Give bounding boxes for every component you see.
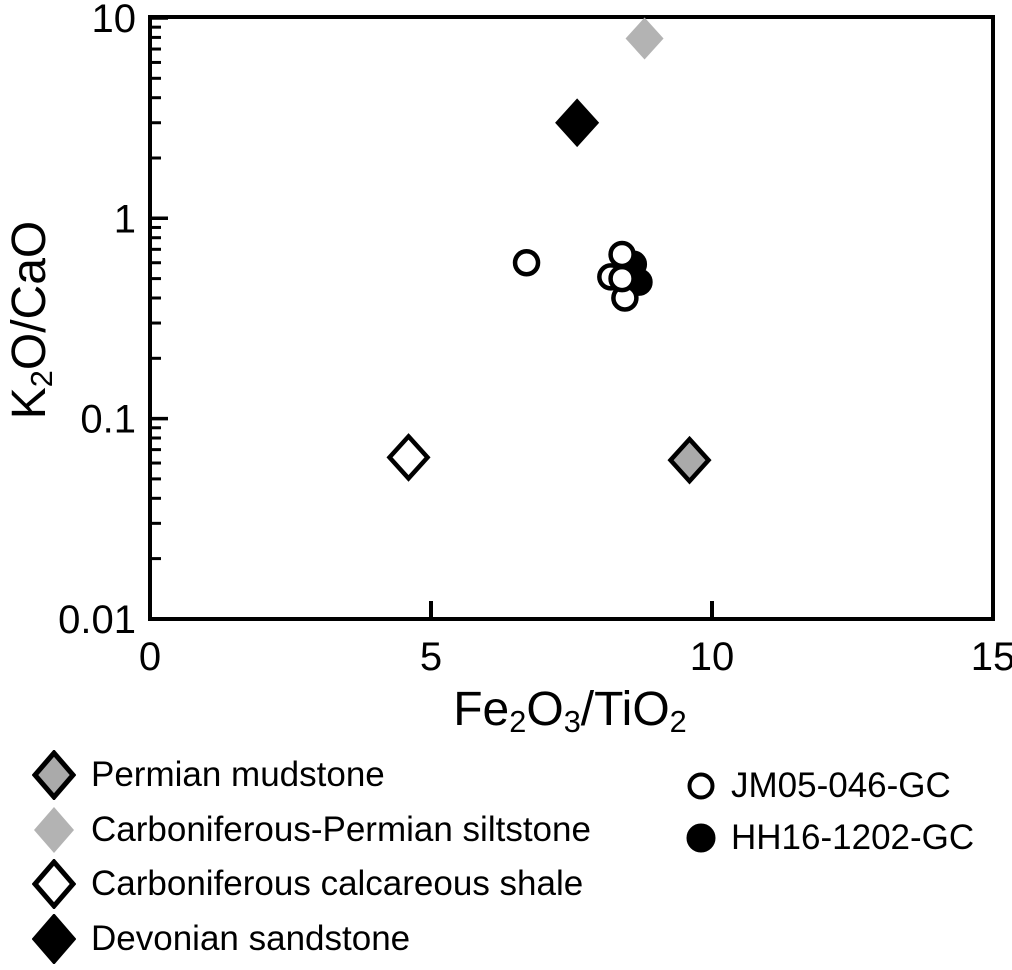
siltstone-diamond-icon	[34, 807, 74, 853]
hh16-filled-circle-icon	[686, 823, 716, 853]
x-tick-label: 5	[420, 635, 442, 676]
legend-item-devonian-sandstone: Devonian sandstone	[32, 913, 410, 965]
data-point-diamond	[386, 433, 431, 482]
x-tick-label: 15	[971, 635, 1012, 676]
legend-label: Carboniferous calcareous shale	[91, 864, 584, 903]
legend-item-permian-mudstone: Permian mudstone	[32, 749, 385, 801]
legend-item-jm05-046-gc: JM05-046-GC	[686, 760, 951, 812]
y-tick-label: 0.1	[80, 398, 136, 442]
legend-item-hh16-1202-gc: HH16-1202-GC	[686, 812, 974, 864]
x-axis-title: Fe2O3/TiO2	[453, 683, 687, 739]
legend-label: JM05-046-GC	[731, 766, 951, 805]
x-tick-label: 10	[690, 635, 735, 676]
legend-item-carboniferous-calcareous-shale: Carboniferous calcareous shale	[32, 858, 583, 910]
y-tick-label: 0.01	[58, 598, 136, 642]
legend-item-carboniferous-permian-siltstone: Carboniferous-Permian siltstone	[32, 804, 591, 856]
legend-label: Devonian sandstone	[91, 919, 411, 958]
data-point-diamond	[555, 98, 600, 148]
devonian-sandstone-diamond-icon	[32, 914, 76, 964]
data-point-circle	[512, 248, 541, 277]
permian-mudstone-diamond-icon	[32, 750, 76, 800]
jm05-open-circle-icon	[687, 772, 715, 800]
axis-box	[148, 15, 995, 621]
x-tick-label: 0	[139, 635, 161, 676]
y-tick-label: 1	[114, 197, 136, 241]
y-axis-title: K2O/CaO	[3, 220, 59, 420]
calcareous-shale-diamond-icon	[32, 859, 76, 909]
legend-label: HH16-1202-GC	[731, 818, 975, 857]
data-point-circle	[608, 240, 636, 269]
data-point-diamond	[667, 435, 712, 485]
plot-area: 10 1 0.1 0.010 5 10 15	[58, 0, 1012, 679]
y-tick-label: 10	[92, 0, 137, 41]
data-point-circle	[608, 264, 636, 293]
data-point-diamond	[625, 17, 664, 60]
legend-label: Permian mudstone	[91, 755, 385, 794]
legend-label: Carboniferous-Permian siltstone	[91, 810, 591, 849]
